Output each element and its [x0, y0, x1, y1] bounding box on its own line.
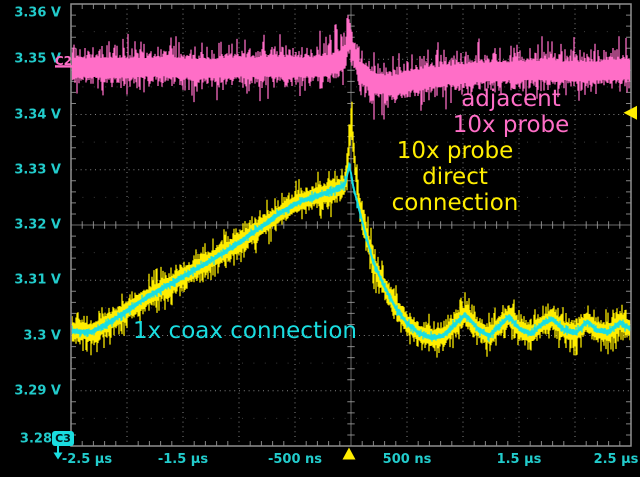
y-tick-label: 3.29 V	[14, 383, 61, 399]
y-tick-label: 3.32 V	[14, 217, 61, 233]
y-tick-label: 3.3 V	[23, 328, 61, 343]
graticule-frame	[70, 3, 632, 447]
x-tick-label: 2.5 µs	[593, 452, 639, 467]
trigger-level-marker-icon[interactable]	[623, 105, 638, 120]
trigger-time-marker-icon[interactable]	[342, 447, 356, 460]
channel-2-offset-marker[interactable]: C2	[54, 54, 72, 68]
annotation-10x-probe-direct: 10x probe direct connection	[391, 138, 519, 216]
y-tick-label: 3.36 V	[14, 5, 61, 21]
y-tick-label: 3.31 V	[14, 272, 61, 288]
annotation-adjacent-10x-probe: adjacent 10x probe	[452, 86, 570, 138]
trace-pink	[71, 15, 631, 120]
y-tick-label: 3.28	[19, 431, 52, 446]
x-tick-label: 1.5 µs	[496, 452, 542, 467]
y-tick-label: 3.33 V	[14, 162, 61, 178]
annotation-1x-coax: 1x coax connection	[132, 318, 358, 344]
channel-2-offset-underline[interactable]	[55, 65, 73, 68]
y-tick-label: 3.35 V	[14, 51, 61, 67]
trace-cyan-core	[71, 162, 631, 339]
x-tick-label: -2.5 µs	[61, 452, 113, 467]
y-tick-label: 3.34 V	[14, 107, 61, 122]
x-tick-label: 500 ns	[382, 452, 432, 467]
graticule	[71, 4, 631, 446]
channel-3-offset-badge[interactable]: C3	[52, 431, 74, 446]
channel-3-offscreen-arrowhead-icon	[53, 452, 63, 460]
x-tick-label: -1.5 µs	[157, 452, 209, 467]
x-tick-label: -500 ns	[267, 452, 323, 467]
